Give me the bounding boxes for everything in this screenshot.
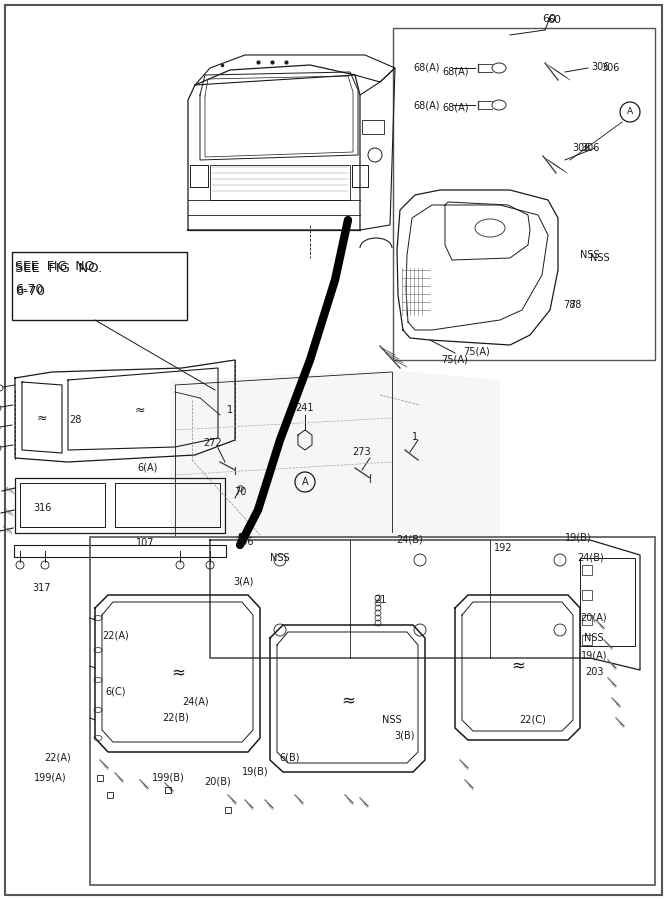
Text: 68(A): 68(A) (443, 67, 470, 77)
Text: 199(B): 199(B) (151, 773, 184, 783)
Text: A: A (301, 477, 308, 487)
Text: ≈: ≈ (511, 656, 525, 674)
Text: 306: 306 (591, 62, 609, 72)
Text: 78: 78 (569, 300, 581, 310)
Text: 68(A): 68(A) (413, 100, 440, 110)
Bar (165, 787, 171, 793)
Bar (115, 483, 220, 527)
Text: NSS: NSS (580, 250, 600, 260)
Text: 60: 60 (547, 15, 561, 25)
Bar (580, 558, 635, 646)
Text: 6(A): 6(A) (138, 463, 158, 473)
Text: SEE  FIG  NO.: SEE FIG NO. (15, 260, 98, 273)
Text: 24(B): 24(B) (397, 535, 424, 545)
Bar (12, 252, 187, 320)
Text: 28: 28 (69, 415, 81, 425)
Text: 3(B): 3(B) (395, 731, 416, 741)
Text: 107: 107 (136, 538, 154, 548)
Text: 68(A): 68(A) (413, 63, 440, 73)
Text: SEE  FIG  NO.: SEE FIG NO. (15, 262, 102, 275)
Text: 6(B): 6(B) (279, 753, 300, 763)
Text: NSS: NSS (584, 633, 604, 643)
Bar (210, 165, 350, 200)
Text: 20(A): 20(A) (581, 613, 608, 623)
Text: A: A (627, 107, 633, 116)
Text: 19(B): 19(B) (241, 767, 268, 777)
Text: 192: 192 (494, 543, 512, 553)
Bar (107, 792, 113, 798)
Text: ≈: ≈ (171, 663, 185, 681)
Text: 3(A): 3(A) (233, 577, 253, 587)
Text: 75(A): 75(A) (464, 347, 490, 357)
Bar (97, 775, 103, 781)
Bar (225, 807, 231, 813)
Bar (20, 483, 105, 527)
Text: 22(C): 22(C) (520, 715, 546, 725)
Text: 22(B): 22(B) (163, 713, 189, 723)
Bar (582, 565, 592, 575)
Text: 316: 316 (33, 503, 51, 513)
Bar (352, 165, 368, 187)
Text: 1: 1 (227, 405, 233, 415)
Text: ≈: ≈ (135, 403, 145, 417)
Text: 22(A): 22(A) (103, 630, 129, 640)
Text: 199(A): 199(A) (34, 773, 66, 783)
Text: 241: 241 (295, 403, 314, 413)
Bar (90, 537, 655, 885)
Text: NSS: NSS (270, 553, 290, 563)
Text: 68(A): 68(A) (443, 103, 470, 113)
Text: NSS: NSS (382, 715, 402, 725)
Bar (15, 478, 225, 533)
Text: ≈: ≈ (341, 691, 355, 709)
Text: 24(A): 24(A) (183, 697, 209, 707)
Bar (362, 120, 384, 134)
Text: ≈: ≈ (37, 411, 47, 425)
Text: 75(A): 75(A) (442, 355, 468, 365)
Text: 60: 60 (542, 14, 556, 24)
Text: 6-70: 6-70 (15, 283, 43, 296)
Bar (582, 635, 592, 645)
Text: 70: 70 (234, 487, 246, 497)
Text: NSS: NSS (590, 253, 610, 263)
Text: 306: 306 (572, 143, 590, 153)
Polygon shape (170, 370, 500, 540)
Text: 24(B): 24(B) (578, 553, 604, 563)
Text: 19(A): 19(A) (581, 650, 607, 660)
Bar (14, 545, 226, 557)
Bar (393, 28, 655, 360)
Text: 19(B): 19(B) (565, 533, 592, 543)
Text: 78: 78 (563, 300, 576, 310)
Text: 6-70: 6-70 (15, 285, 45, 298)
Text: 272: 272 (203, 438, 222, 448)
Text: 1: 1 (412, 432, 418, 442)
Bar (190, 165, 208, 187)
Text: 20(B): 20(B) (205, 777, 231, 787)
Text: 6(C): 6(C) (106, 687, 126, 697)
Text: 22(A): 22(A) (45, 753, 71, 763)
Text: 306: 306 (581, 143, 599, 153)
Text: 203: 203 (585, 667, 603, 677)
Text: 317: 317 (33, 583, 51, 593)
Text: 273: 273 (353, 447, 372, 457)
Text: 21: 21 (374, 595, 386, 605)
Bar (582, 590, 592, 600)
Text: 206: 206 (235, 537, 253, 547)
Text: 306: 306 (601, 63, 619, 73)
Bar (582, 615, 592, 625)
